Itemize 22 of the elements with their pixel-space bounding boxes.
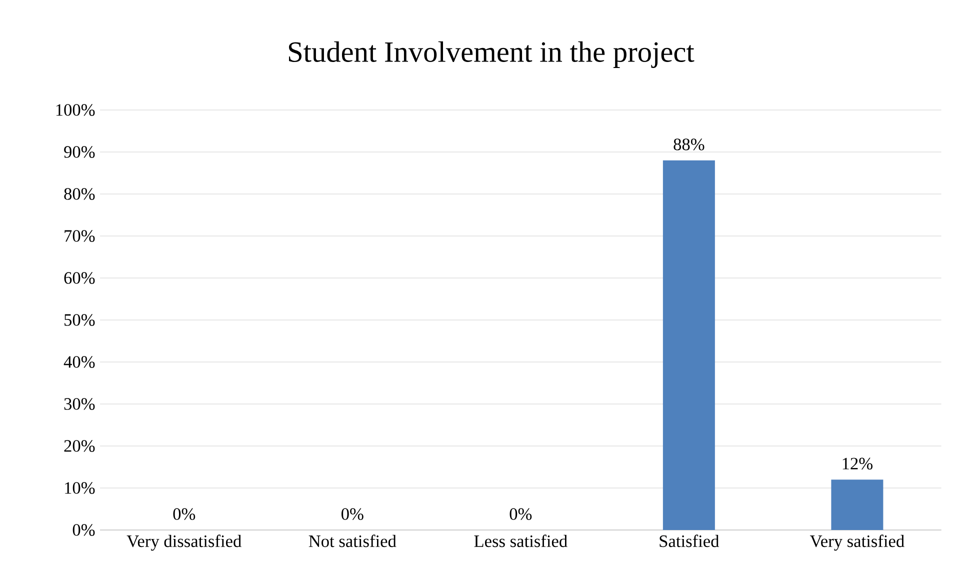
y-tick-label: 100% — [56, 104, 95, 116]
data-label: 0% — [173, 508, 196, 520]
y-tick-label: 80% — [64, 188, 95, 200]
data-label: 12% — [842, 458, 872, 470]
data-label: 0% — [510, 508, 532, 520]
x-tick-label: Satisfied — [660, 534, 720, 548]
chart-title: Student Involvement in the project — [288, 41, 694, 68]
x-tick-label: Very dissatisfied — [126, 534, 242, 551]
y-tick-label: 90% — [64, 146, 95, 158]
y-tick-label: 60% — [64, 272, 95, 284]
x-tick-label: Very satisfied — [810, 534, 904, 551]
y-tick-label: 70% — [64, 230, 95, 242]
y-tick-label: 0% — [72, 524, 95, 536]
data-label: 88% — [674, 138, 704, 150]
y-tick-label: 10% — [65, 482, 95, 494]
x-tick-label: Less satisfied — [474, 534, 568, 548]
y-tick-label: 40% — [64, 356, 95, 368]
data-label: 0% — [342, 508, 364, 520]
y-tick-label: 50% — [64, 314, 95, 326]
y-tick-label: 30% — [64, 398, 95, 410]
x-tick-label: Not satisfied — [308, 534, 396, 548]
y-tick-label: 20% — [64, 440, 95, 452]
